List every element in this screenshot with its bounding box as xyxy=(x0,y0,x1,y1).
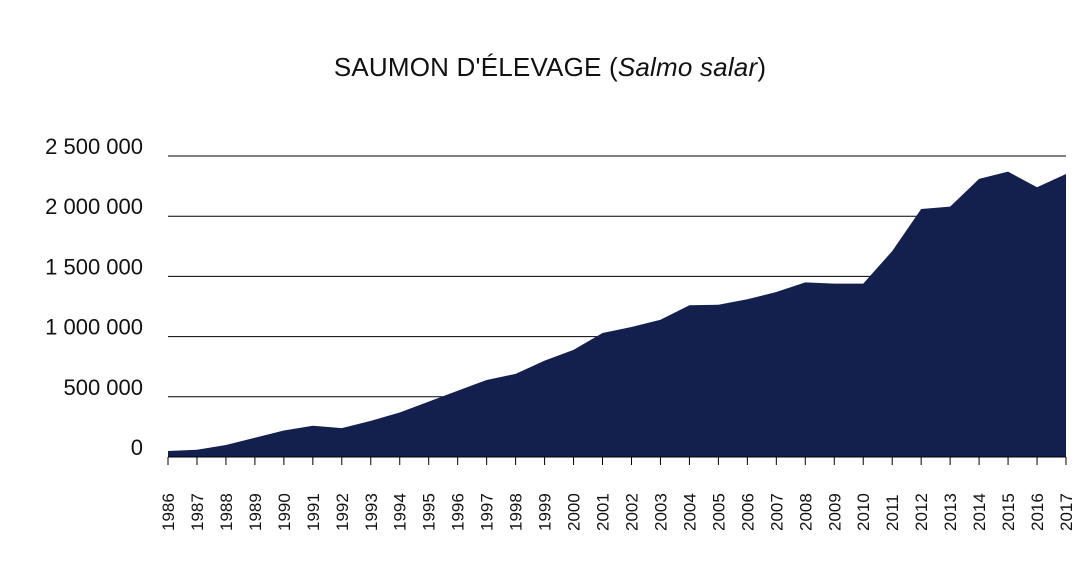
x-tick-label: 1996 xyxy=(449,493,468,531)
x-tick-label: 1986 xyxy=(159,493,178,531)
chart-title-italic: Salmo salar xyxy=(617,52,758,82)
x-tick-label: 2010 xyxy=(854,493,873,531)
x-tick-label: 2015 xyxy=(999,493,1018,531)
chart-title-suffix: ) xyxy=(757,52,767,82)
x-tick-label: 2000 xyxy=(565,493,584,531)
x-tick-label: 2003 xyxy=(651,493,670,531)
x-tick-label: 2017 xyxy=(1057,493,1076,531)
x-tick-label: 1993 xyxy=(362,493,381,531)
x-tick-label: 2009 xyxy=(825,493,844,531)
x-axis-ticks: 1986 1987 1988 1989 1990 1991 1992 1993 1994 1995… xyxy=(159,493,1076,531)
x-tick-label: 2002 xyxy=(622,493,641,531)
x-axis xyxy=(167,456,1067,465)
x-tick-label: 1999 xyxy=(536,493,555,531)
y-tick-label: 1 500 000 xyxy=(45,254,143,279)
chart-title-text: SAUMON D'ÉLEVAGE ( xyxy=(333,52,618,82)
x-tick-label: 2011 xyxy=(883,494,902,531)
x-tick-label: 1987 xyxy=(188,493,207,531)
x-tick-label: 2012 xyxy=(912,493,931,531)
x-tick-label: 1991 xyxy=(304,493,323,531)
y-tick-label: 2 000 000 xyxy=(45,194,143,219)
x-tick-label: 1990 xyxy=(275,493,294,531)
y-tick-label: 1 000 000 xyxy=(45,315,143,340)
area-series xyxy=(168,171,1066,457)
x-tick-label: 1992 xyxy=(333,493,352,531)
x-tick-label: 2014 xyxy=(970,493,989,531)
x-tick-label: 2007 xyxy=(767,493,786,531)
y-tick-label: 0 xyxy=(131,435,143,460)
x-tick-label: 2008 xyxy=(796,493,815,531)
x-tick-label: 1989 xyxy=(246,493,265,531)
x-tick-label: 2004 xyxy=(680,493,699,531)
x-tick-label: 1988 xyxy=(217,493,236,531)
y-tick-label: 2 500 000 xyxy=(45,134,143,159)
x-tick-label: 1998 xyxy=(507,493,526,531)
y-axis-ticks: 0 500 000 1 000 000 1 500 000 2 000 000 2 500… xyxy=(45,134,143,460)
x-tick-label: 2006 xyxy=(738,493,757,531)
chart-title: SAUMON D'ÉLEVAGE (Salmo salar) xyxy=(0,52,1089,83)
x-tick-label: 2016 xyxy=(1028,493,1047,531)
x-tick-label: 2005 xyxy=(709,493,728,531)
x-tick-label: 1997 xyxy=(478,493,497,531)
x-tick-label: 1994 xyxy=(391,493,410,531)
x-tick-label: 2001 xyxy=(594,493,613,531)
x-tick-label: 2013 xyxy=(941,493,960,531)
y-tick-label: 500 000 xyxy=(63,375,143,400)
x-tick-label: 1995 xyxy=(420,493,439,531)
